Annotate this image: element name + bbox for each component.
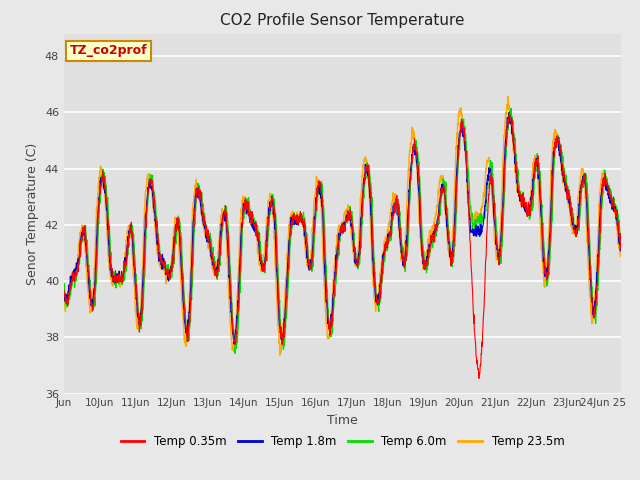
Legend: Temp 0.35m, Temp 1.8m, Temp 6.0m, Temp 23.5m: Temp 0.35m, Temp 1.8m, Temp 6.0m, Temp 2… bbox=[116, 430, 569, 453]
Line: Temp 1.8m: Temp 1.8m bbox=[64, 112, 639, 344]
Temp 0.35m bbox=[513, 177, 521, 183]
Temp 23.5m bbox=[619, 246, 627, 252]
Temp 0.35m bbox=[619, 251, 627, 257]
Temp 0.35m bbox=[60, 287, 68, 293]
Temp 1.8m bbox=[230, 341, 238, 347]
Temp 6.0m bbox=[90, 301, 97, 307]
Temp 23.5m bbox=[60, 302, 68, 308]
Temp 1.8m bbox=[340, 227, 348, 233]
Temp 1.8m bbox=[618, 248, 626, 254]
Temp 0.35m bbox=[475, 375, 483, 381]
Temp 23.5m bbox=[635, 328, 640, 334]
Temp 6.0m bbox=[508, 106, 515, 111]
Temp 6.0m bbox=[340, 223, 348, 229]
Temp 1.8m bbox=[60, 292, 68, 298]
Temp 0.35m bbox=[324, 316, 332, 322]
Temp 1.8m bbox=[324, 316, 332, 322]
Temp 23.5m bbox=[90, 284, 97, 290]
Line: Temp 6.0m: Temp 6.0m bbox=[64, 108, 639, 353]
Temp 1.8m bbox=[513, 180, 521, 186]
Temp 23.5m bbox=[513, 189, 521, 194]
Text: TZ_co2prof: TZ_co2prof bbox=[70, 44, 147, 58]
Temp 1.8m bbox=[635, 310, 640, 316]
Line: Temp 23.5m: Temp 23.5m bbox=[64, 96, 639, 355]
Temp 23.5m bbox=[276, 352, 284, 358]
Temp 1.8m bbox=[619, 252, 627, 258]
Temp 6.0m bbox=[618, 246, 626, 252]
Temp 0.35m bbox=[618, 249, 626, 254]
Line: Temp 0.35m: Temp 0.35m bbox=[64, 112, 639, 378]
Temp 0.35m bbox=[635, 305, 640, 311]
Temp 0.35m bbox=[340, 221, 348, 227]
X-axis label: Time: Time bbox=[327, 414, 358, 427]
Temp 0.35m bbox=[90, 302, 97, 308]
Temp 6.0m bbox=[513, 165, 521, 171]
Temp 1.8m bbox=[505, 109, 513, 115]
Temp 6.0m bbox=[231, 350, 239, 356]
Temp 23.5m bbox=[324, 332, 332, 338]
Temp 0.35m bbox=[506, 109, 513, 115]
Temp 23.5m bbox=[618, 240, 626, 246]
Temp 23.5m bbox=[504, 94, 512, 99]
Y-axis label: Senor Temperature (C): Senor Temperature (C) bbox=[26, 143, 39, 285]
Title: CO2 Profile Sensor Temperature: CO2 Profile Sensor Temperature bbox=[220, 13, 465, 28]
Temp 1.8m bbox=[90, 294, 97, 300]
Temp 23.5m bbox=[340, 214, 348, 219]
Temp 6.0m bbox=[60, 284, 68, 290]
Temp 6.0m bbox=[635, 294, 640, 300]
Temp 6.0m bbox=[619, 252, 627, 257]
Temp 6.0m bbox=[324, 315, 332, 321]
